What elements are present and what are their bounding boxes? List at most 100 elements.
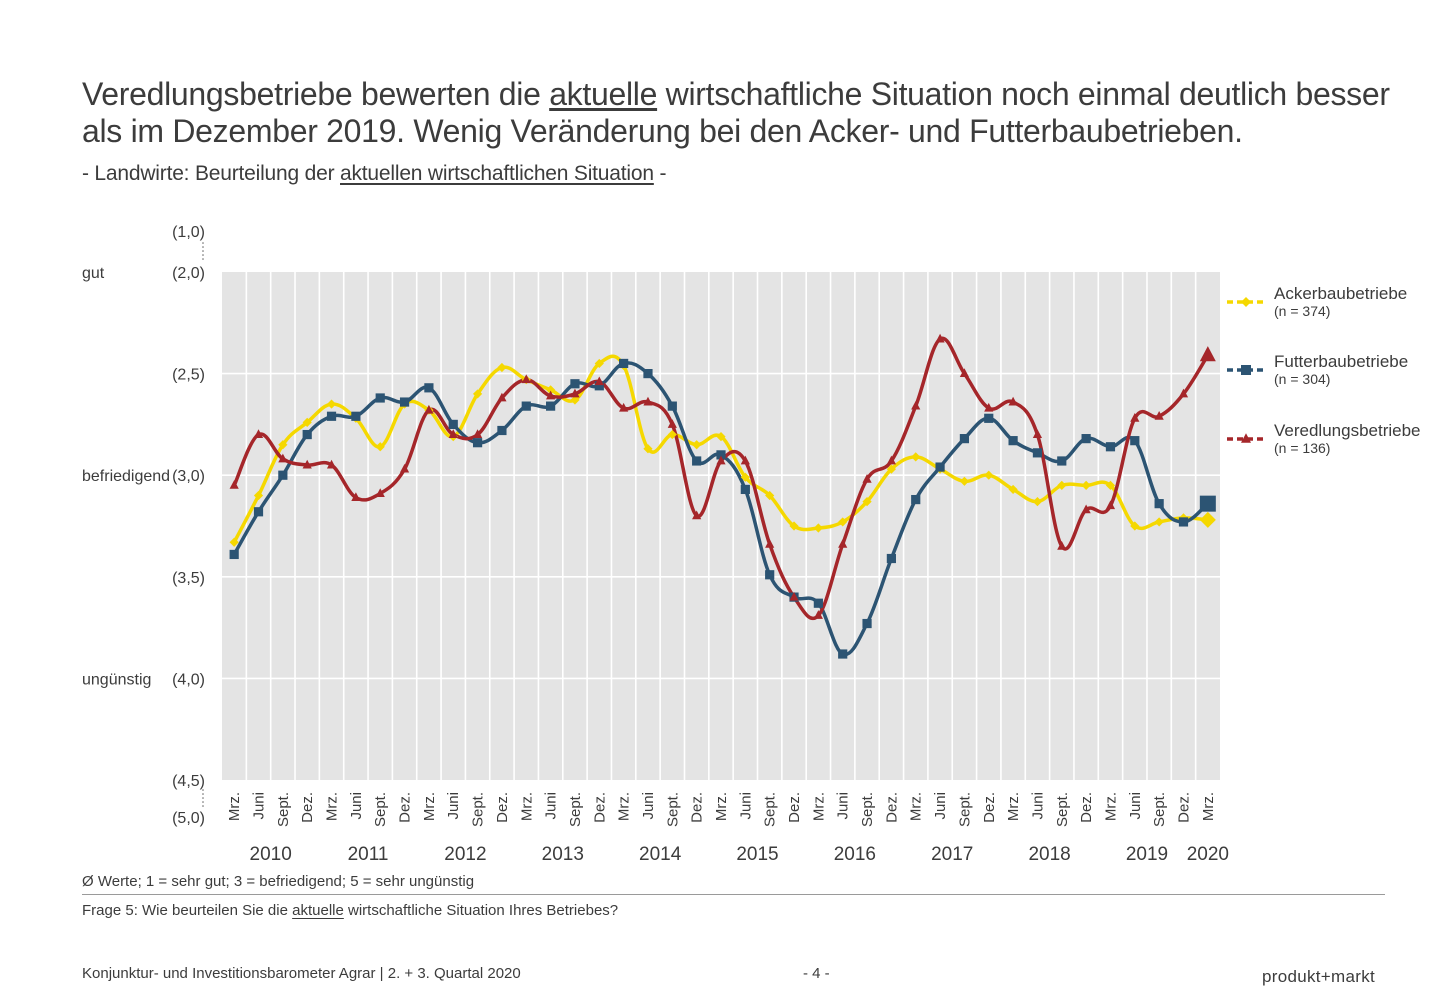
title-text-a: Veredlungsbetriebe bewerten die	[82, 76, 550, 112]
data-point	[911, 452, 921, 462]
data-point	[472, 389, 483, 399]
data-point	[1081, 434, 1091, 444]
axis-break-dot	[202, 789, 204, 791]
y-tick-label: (3,0)	[172, 468, 205, 485]
x-year-label: 2018	[1028, 844, 1070, 865]
data-point	[667, 429, 677, 440]
data-point	[765, 570, 775, 580]
y-tick-label: (3,5)	[172, 570, 205, 587]
x-tick-label: Juni	[445, 792, 462, 820]
x-year-label: 2019	[1126, 844, 1168, 865]
data-point	[862, 618, 872, 629]
x-tick-label: Mrz.	[518, 792, 535, 821]
x-tick-label: Mrz.	[810, 792, 827, 821]
data-point	[351, 492, 361, 502]
x-tick-label: Dez.	[883, 792, 900, 823]
data-point	[1105, 480, 1116, 490]
data-point	[789, 521, 799, 531]
data-point	[1081, 480, 1091, 490]
x-tick-label: Mrz.	[1102, 792, 1119, 821]
title-line-2: als im Dezember 2019. Wenig Veränderung …	[82, 113, 1243, 149]
x-tick-label: Dez.	[494, 792, 511, 823]
x-tick-label: Juni	[251, 792, 268, 820]
x-tick-label: Juni	[835, 792, 852, 820]
page-subtitle: - Landwirte: Beurteilung der aktuellen w…	[82, 162, 666, 186]
y-tick-label: (2,5)	[172, 367, 205, 384]
x-tick-label: Sept.	[664, 792, 681, 827]
data-point	[1154, 410, 1164, 420]
x-tick-label: Sept.	[1054, 792, 1071, 827]
x-tick-label: Juni	[1127, 792, 1144, 820]
data-point	[326, 399, 337, 409]
axis-break-dot	[202, 793, 204, 795]
data-point	[570, 379, 580, 389]
x-year-label: 2017	[931, 844, 973, 865]
divider	[82, 894, 1385, 895]
x-tick-label: Dez.	[591, 792, 608, 823]
x-tick-label: Mrz.	[713, 792, 730, 821]
data-point	[448, 429, 458, 439]
axis-break-dot	[202, 801, 204, 803]
data-point	[911, 494, 921, 505]
data-point	[740, 472, 750, 482]
data-point	[594, 381, 604, 391]
data-point	[1008, 484, 1018, 495]
footnote: Ø Werte; 1 = sehr gut; 3 = befriedigend;…	[82, 873, 475, 890]
data-point	[326, 411, 337, 421]
data-point	[570, 395, 580, 405]
data-point	[740, 455, 750, 465]
data-point	[813, 598, 823, 608]
x-tick-label: Dez.	[981, 792, 998, 823]
question-text: Frage 5: Wie beurteilen Sie die aktuelle…	[82, 902, 618, 919]
data-point	[570, 388, 580, 398]
data-point	[619, 358, 629, 369]
footer-source: Konjunktur- und Investitionsbarometer Ag…	[82, 965, 521, 982]
title-line-1: Veredlungsbetriebe bewerten die aktuelle…	[82, 76, 1402, 113]
subtitle-text-underlined: aktuellen wirtschaftlichen Situation	[340, 162, 654, 185]
axis-break-dot	[202, 242, 204, 244]
legend-sample-size: (n = 136)	[1274, 440, 1331, 456]
x-year-label: 2014	[639, 844, 682, 865]
brand-logo: produkt+markt	[1262, 967, 1376, 986]
data-point	[838, 649, 848, 659]
data-point	[692, 456, 702, 466]
legend-swatch-marker	[1241, 433, 1251, 443]
data-point	[375, 442, 385, 452]
data-point	[546, 385, 556, 395]
data-point	[1178, 388, 1189, 398]
data-point	[886, 464, 896, 474]
data-point	[302, 417, 312, 427]
data-point	[813, 523, 823, 533]
y-tick-label: (2,0)	[172, 265, 205, 282]
data-point	[594, 376, 604, 386]
data-point	[838, 538, 848, 548]
y-tick-label-top: (1,0)	[172, 224, 205, 241]
data-point	[302, 459, 312, 469]
x-tick-label: Sept.	[470, 792, 487, 827]
x-tick-label: Sept.	[372, 792, 389, 827]
legend-label: Ackerbaubetriebe	[1274, 284, 1408, 303]
x-tick-label: Sept.	[1151, 792, 1168, 827]
data-point	[692, 510, 702, 520]
data-point	[1154, 517, 1164, 527]
x-tick-label: Sept.	[762, 792, 779, 827]
axis-break-dot	[202, 805, 204, 807]
x-year-label: 2010	[250, 844, 292, 865]
data-point	[229, 549, 239, 560]
x-tick-label: Dez.	[786, 792, 803, 823]
data-point	[1032, 429, 1043, 439]
x-tick-label: Mrz.	[908, 792, 925, 821]
title-text-underlined: aktuelle	[549, 76, 658, 112]
data-point	[619, 402, 629, 412]
data-point	[1057, 456, 1067, 466]
legend-item: Veredlungsbetriebe (n = 136)	[1226, 421, 1440, 461]
legend-swatch	[1227, 433, 1266, 443]
data-point	[546, 390, 556, 400]
data-point	[667, 401, 677, 411]
x-year-label: 2015	[736, 844, 778, 865]
x-tick-label: Sept.	[275, 792, 292, 827]
data-point	[1130, 436, 1140, 446]
data-point	[1057, 541, 1067, 550]
data-point	[278, 440, 288, 450]
